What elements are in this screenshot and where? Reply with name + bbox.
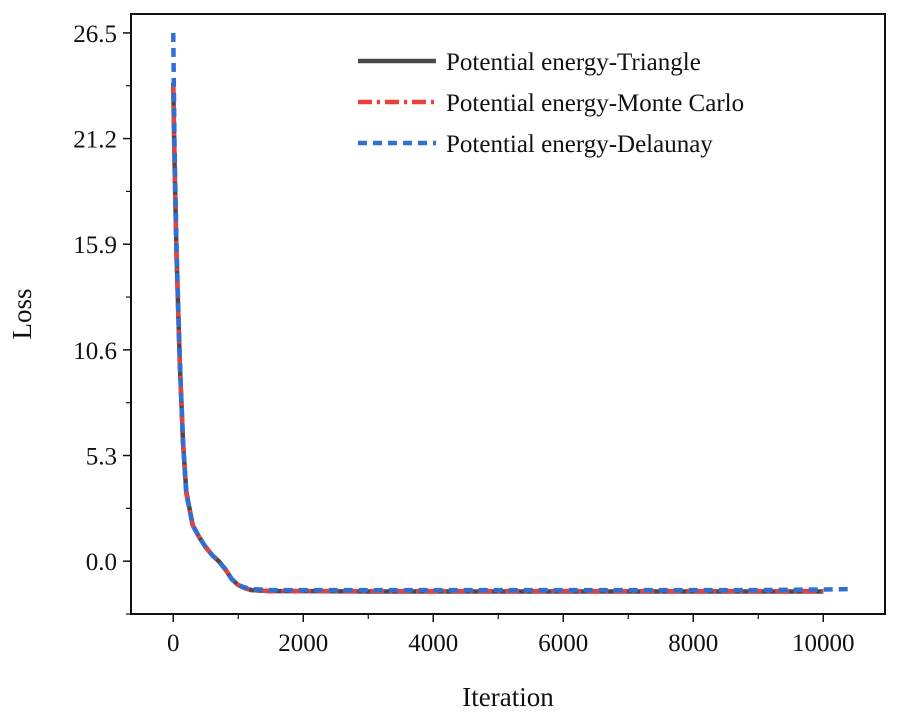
series-layer xyxy=(171,32,850,594)
legend-item-3: Potential energy-Delaunay xyxy=(358,131,713,158)
legend-label: Potential energy-Triangle xyxy=(446,49,701,76)
x-tick-label: 0 xyxy=(167,630,180,657)
x-tick-label: 8000 xyxy=(668,630,718,657)
x-tick-label: 4000 xyxy=(408,630,458,657)
y-tick-label: 0.0 xyxy=(86,549,117,576)
y-tick-label: 15.9 xyxy=(73,232,117,259)
legend-item-1: Potential energy-Triangle xyxy=(358,49,701,76)
series-line-1 xyxy=(171,82,824,594)
y-tick-label: 5.3 xyxy=(86,444,117,471)
legend-label: Potential energy-Monte Carlo xyxy=(446,90,744,117)
y-tick-label: 10.6 xyxy=(73,338,117,365)
x-tick-label: 2000 xyxy=(278,630,328,657)
x-tick-label: 6000 xyxy=(538,630,588,657)
plot-frame xyxy=(130,13,886,615)
x-tick-label: 10000 xyxy=(792,630,855,657)
legend-item-2: Potential energy-Monte Carlo xyxy=(358,90,744,117)
legend-label: Potential energy-Delaunay xyxy=(446,131,713,158)
y-axis: 0.0 5.3 10.6 15.9 21.2 26.5 xyxy=(73,21,131,615)
legend: Potential energy-Triangle Potential energ… xyxy=(358,49,744,158)
series-line-3 xyxy=(171,32,850,593)
x-axis: 0 2000 4000 6000 8000 10000 xyxy=(167,614,855,657)
y-axis-title: Loss xyxy=(7,288,37,339)
y-tick-label: 21.2 xyxy=(73,127,117,154)
x-axis-title: Iteration xyxy=(462,682,554,712)
y-tick-label: 26.5 xyxy=(73,21,117,48)
series-line-2 xyxy=(171,86,824,594)
